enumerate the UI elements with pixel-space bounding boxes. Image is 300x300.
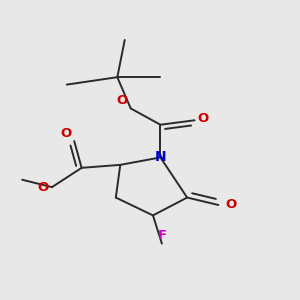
Text: O: O [38,181,49,194]
Text: O: O [60,127,71,140]
Text: O: O [226,199,237,212]
Text: N: N [154,150,166,164]
Text: O: O [116,94,128,107]
Text: O: O [198,112,209,125]
Text: F: F [157,229,167,242]
